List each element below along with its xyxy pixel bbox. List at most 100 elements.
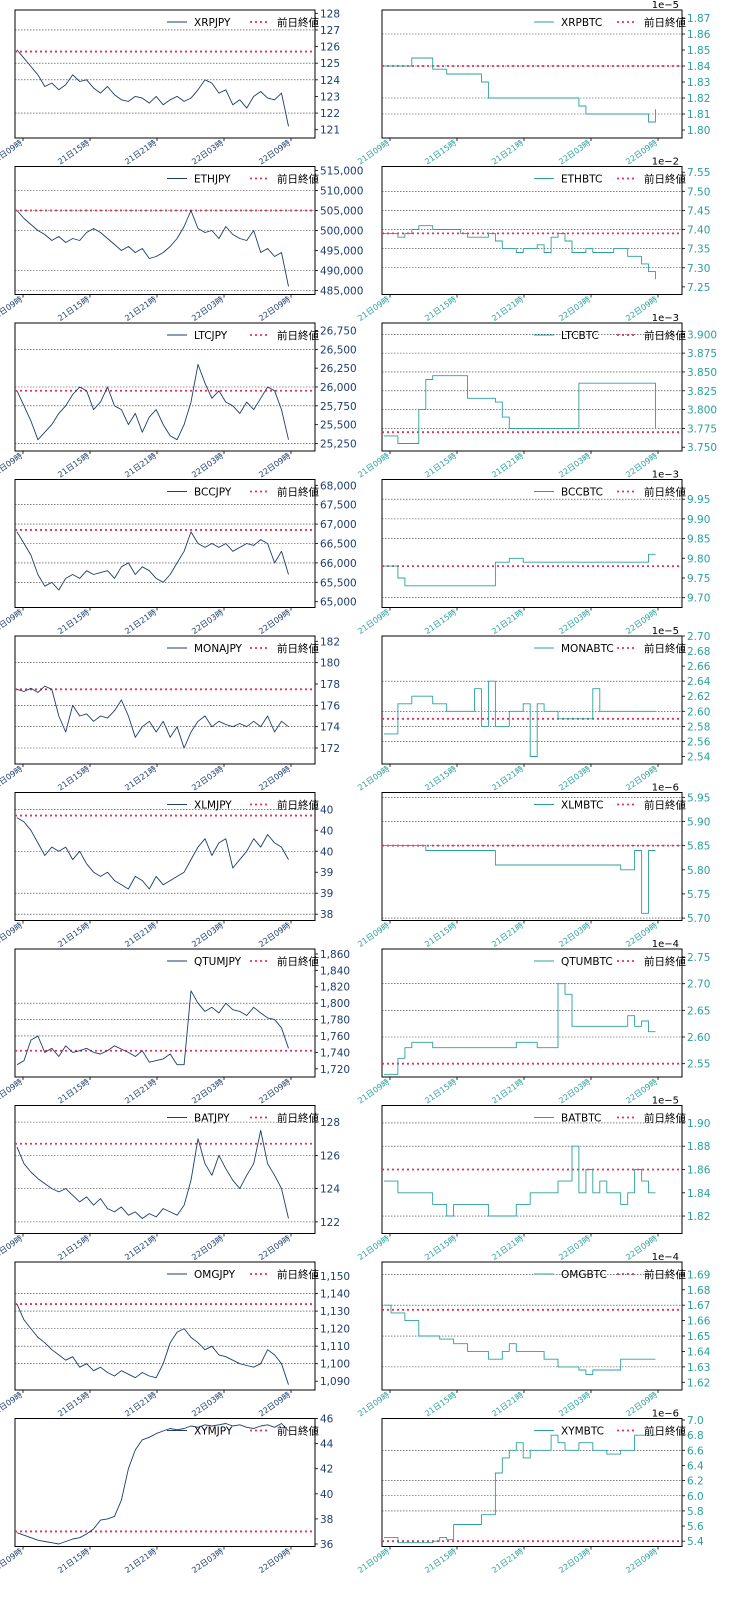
y-tick-label: 1,840 [320, 965, 350, 977]
y-tick-label: 1,760 [320, 1031, 350, 1043]
y-tick-label: 510,000 [320, 186, 363, 198]
plot-frame [14, 1105, 316, 1234]
plot-frame [14, 792, 316, 921]
y-tick-label: 7.40 [687, 225, 710, 237]
y-tick-label: 68,000 [320, 480, 357, 492]
y-tick-label: 122 [320, 108, 340, 120]
chart-panel-bccbtc: 9.70 9.75 9.80 9.85 9.90 9.95 1e−3 BCCBTC 前日終値 21… [356, 470, 710, 636]
x-tick-label: 21日21時 [123, 138, 158, 166]
x-tick-label: 22日09時 [257, 764, 292, 792]
x-tick-label: 21日21時 [490, 1077, 525, 1105]
legend-reference-label: 前日終値 [277, 16, 319, 29]
y-tick-label: 122 [320, 1217, 340, 1229]
x-tick-label: 22日03時 [557, 921, 592, 949]
chart-panel-omgbtc: 1.62 1.63 1.64 1.65 1.66 1.67 1.68 1.69 1e−4 OMGB… [356, 1252, 710, 1418]
y-tick-label: 26,000 [320, 382, 357, 394]
x-tick-label: 22日09時 [257, 451, 292, 479]
x-tick-label: 22日09時 [257, 1234, 292, 1262]
y-tick-label: 1.69 [687, 1269, 710, 1281]
x-tick-label: 22日03時 [190, 295, 225, 323]
y-tick-label: 2.62 [687, 691, 710, 703]
x-tick-label: 22日03時 [190, 138, 225, 166]
legend-reference-label: 前日終値 [277, 642, 319, 655]
legend-reference-label: 前日終値 [277, 486, 319, 499]
legend-reference-label: 前日終値 [277, 1425, 319, 1438]
y-tick-label: 6.4 [687, 1460, 704, 1472]
y-tick-label: 7.35 [687, 244, 710, 256]
plot-frame [381, 1261, 683, 1391]
x-tick-label: 21日21時 [490, 1547, 525, 1575]
x-tick-label: 22日09時 [257, 1547, 292, 1575]
x-tick-label: 21日15時 [56, 295, 91, 323]
x-tick-label: 22日09時 [257, 1077, 292, 1105]
y-tick-label: 9.90 [687, 514, 710, 526]
exponent-label: 1e−4 [652, 939, 679, 950]
x-tick-label: 21日15時 [423, 608, 458, 636]
series-line [384, 225, 656, 280]
y-tick-label: 1,780 [320, 1015, 350, 1027]
y-tick-label: 1,120 [320, 1324, 350, 1336]
y-tick-label: 40 [320, 804, 333, 816]
y-tick-label: 1.82 [687, 1211, 710, 1223]
legend-series-label: OMGBTC [561, 1269, 607, 1281]
y-tick-label: 1.84 [687, 61, 711, 73]
plot-frame [381, 322, 683, 452]
y-tick-label: 9.70 [687, 593, 710, 605]
legend-series-label: ETHJPY [194, 174, 231, 186]
y-tick-label: 1,860 [320, 949, 350, 961]
series-line [16, 210, 289, 287]
y-tick-label: 1,140 [320, 1289, 350, 1301]
plot-frame [14, 635, 316, 765]
y-tick-label: 46 [320, 1414, 334, 1426]
x-tick-label: 21日21時 [490, 295, 525, 323]
y-tick-label: 66,000 [320, 558, 357, 570]
plot-frame [14, 1261, 316, 1391]
y-tick-label: 1.88 [687, 1141, 710, 1153]
y-tick-label: 125 [320, 58, 340, 70]
x-tick-label: 22日09時 [257, 295, 292, 323]
x-tick-label: 22日03時 [190, 1077, 225, 1105]
y-tick-label: 2.60 [687, 706, 710, 718]
y-tick-label: 67,000 [320, 519, 357, 531]
y-tick-label: 124 [320, 1184, 340, 1196]
exponent-label: 1e−6 [652, 1409, 679, 1420]
x-tick-label: 22日03時 [557, 138, 592, 166]
x-tick-label: 21日15時 [56, 608, 91, 636]
y-tick-label: 3.875 [687, 348, 717, 360]
y-tick-label: 7.45 [687, 205, 710, 217]
x-tick-label: 22日03時 [557, 1547, 592, 1575]
exponent-label: 1e−5 [652, 1096, 679, 1107]
x-tick-label: 21日15時 [423, 1077, 458, 1105]
y-tick-label: 7.55 [687, 167, 710, 179]
exponent-label: 1e−4 [652, 1252, 679, 1263]
y-tick-label: 25,750 [320, 401, 357, 413]
y-tick-label: 36 [320, 1539, 334, 1551]
x-tick-label: 22日03時 [190, 764, 225, 792]
legend-series-label: BATJPY [194, 1113, 230, 1125]
y-tick-label: 2.68 [687, 646, 710, 658]
y-tick-label: 1.64 [687, 1346, 711, 1358]
legend-reference-label: 前日終値 [644, 799, 686, 812]
y-tick-label: 3.825 [687, 386, 717, 398]
y-tick-label: 127 [320, 25, 340, 37]
legend-reference-label: 前日終値 [277, 1112, 319, 1125]
y-tick-label: 490,000 [320, 266, 363, 278]
chart-panel-xlmbtc: 5.70 5.75 5.80 5.85 5.90 5.95 1e−6 XLMBTC 前日終値 21… [356, 783, 710, 949]
y-tick-label: 124 [320, 75, 340, 87]
x-tick-label: 21日15時 [423, 295, 458, 323]
y-tick-label: 65,000 [320, 597, 357, 609]
y-tick-label: 1.81 [687, 109, 710, 121]
y-tick-label: 6.0 [687, 1491, 704, 1503]
y-tick-label: 1,800 [320, 998, 350, 1010]
y-tick-label: 40 [320, 825, 333, 837]
series-line [384, 983, 656, 1075]
y-tick-label: 67,500 [320, 500, 357, 512]
y-tick-label: 40 [320, 846, 333, 858]
series-line [384, 1304, 656, 1376]
y-tick-label: 515,000 [320, 166, 363, 178]
chart-panel-xymbtc: 5.4 5.6 5.8 6.0 6.2 6.4 6.6 6.8 7.0 1e−6 XYMBTC 前日終… [356, 1409, 704, 1575]
x-tick-label: 22日03時 [190, 1234, 225, 1262]
series-line [16, 1129, 289, 1219]
y-tick-label: 172 [320, 743, 340, 755]
